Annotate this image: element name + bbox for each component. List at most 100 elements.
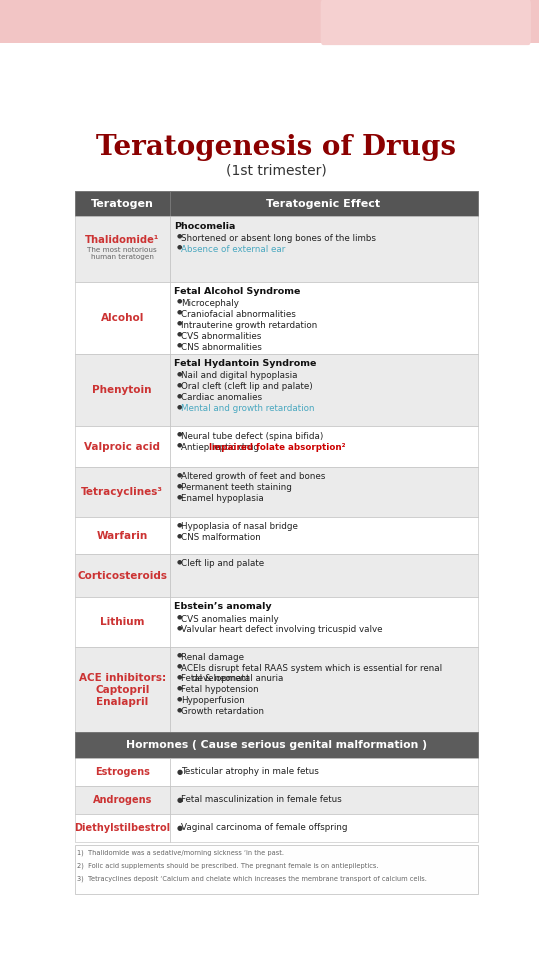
Text: CVS abnormalities: CVS abnormalities (181, 332, 261, 341)
Text: CNS abnormalities: CNS abnormalities (181, 343, 262, 351)
Bar (75, 517, 170, 554)
Bar (75, 426, 170, 468)
Text: ●: ● (176, 483, 182, 489)
Text: Microcephaly: Microcephaly (181, 299, 239, 308)
Text: ●: ● (176, 343, 182, 348)
Text: Intrauterine growth retardation: Intrauterine growth retardation (181, 321, 317, 330)
Text: ●: ● (176, 321, 182, 325)
Text: ●: ● (176, 310, 182, 315)
Text: Thalidomide¹: Thalidomide¹ (85, 235, 160, 245)
Text: Antiepileptic drug: Antiepileptic drug (181, 443, 262, 451)
Text: ●: ● (176, 534, 182, 539)
Bar (75, 281, 170, 354)
Text: Hypoperfusion: Hypoperfusion (181, 696, 245, 706)
Text: Hypoplasia of nasal bridge: Hypoplasia of nasal bridge (181, 522, 298, 532)
Text: Cleft lip and palate: Cleft lip and palate (181, 560, 264, 568)
Text: ●: ● (176, 663, 182, 668)
Text: Diethylstilbestrol: Diethylstilbestrol (74, 823, 170, 832)
Text: ●: ● (176, 626, 182, 631)
Text: Phocomelia: Phocomelia (174, 222, 235, 230)
Text: ACE inhibitors:
Captopril
Enalapril: ACE inhibitors: Captopril Enalapril (79, 673, 166, 707)
Text: Teratogen: Teratogen (91, 199, 154, 209)
Text: ●: ● (176, 382, 182, 387)
Text: ●: ● (176, 708, 182, 712)
Text: ●: ● (176, 472, 182, 477)
Text: ●: ● (176, 404, 182, 409)
Text: ●: ● (176, 685, 182, 690)
Text: Warfarin: Warfarin (96, 531, 148, 540)
Text: ●: ● (176, 494, 182, 499)
Text: Nail and digital hypoplasia: Nail and digital hypoplasia (181, 372, 298, 380)
Text: ●: ● (176, 234, 182, 239)
Text: Mental and growth retardation: Mental and growth retardation (181, 404, 315, 413)
Bar (170, 757, 478, 785)
Bar (75, 732, 478, 757)
Bar (170, 216, 478, 281)
Text: ACEIs disrupt fetal RAAS system which is essential for renal
    development: ACEIs disrupt fetal RAAS system which is… (181, 663, 443, 683)
Bar (170, 647, 478, 732)
Text: Androgens: Androgens (93, 795, 152, 804)
Bar (75, 216, 170, 281)
Bar (170, 597, 478, 647)
Text: The most notorious
human teratogen: The most notorious human teratogen (87, 240, 157, 260)
Text: ●: ● (176, 675, 182, 680)
Text: ●: ● (176, 614, 182, 619)
Text: Phenytoin: Phenytoin (93, 385, 152, 396)
Text: Teratogenesis of Drugs: Teratogenesis of Drugs (96, 133, 456, 160)
Text: ●: ● (176, 797, 182, 803)
Text: Ebstein’s anomaly: Ebstein’s anomaly (174, 602, 271, 612)
Bar (75, 468, 170, 517)
Bar (75, 785, 170, 814)
Text: ●: ● (176, 443, 182, 447)
Text: Permanent teeth staining: Permanent teeth staining (181, 483, 292, 492)
Text: ●: ● (176, 332, 182, 337)
Text: 2)  Folic acid supplements should be prescribed. The pregnant female is on antie: 2) Folic acid supplements should be pres… (77, 862, 378, 869)
Bar (75, 554, 170, 597)
Text: ●: ● (176, 560, 182, 564)
Text: Growth retardation: Growth retardation (181, 708, 264, 716)
Text: Shortened or absent long bones of the limbs: Shortened or absent long bones of the li… (181, 234, 376, 243)
Bar (170, 426, 478, 468)
Text: Oral cleft (cleft lip and palate): Oral cleft (cleft lip and palate) (181, 382, 313, 392)
Bar (170, 517, 478, 554)
Text: ●: ● (176, 522, 182, 527)
Text: Estrogens: Estrogens (95, 767, 150, 777)
Bar (75, 597, 170, 647)
Bar (170, 468, 478, 517)
Text: Alcohol: Alcohol (100, 313, 144, 323)
Bar (75, 354, 170, 426)
Text: Impaired folate absorption²: Impaired folate absorption² (209, 443, 345, 451)
Text: Renal damage: Renal damage (181, 653, 244, 661)
Bar (75, 191, 170, 216)
Text: Craniofacial abnormalities: Craniofacial abnormalities (181, 310, 296, 319)
Text: Valvular heart defect involving tricuspid valve: Valvular heart defect involving tricuspi… (181, 626, 383, 635)
Text: Corticosteroids: Corticosteroids (77, 571, 167, 581)
Text: Absence of external ear: Absence of external ear (181, 245, 286, 253)
Text: Lithium: Lithium (100, 617, 144, 627)
Text: Hormones ( Cause serious genital malformation ): Hormones ( Cause serious genital malform… (126, 740, 427, 750)
Text: Neural tube defect (spina bifida): Neural tube defect (spina bifida) (181, 432, 323, 441)
Text: Teratogenic Effect: Teratogenic Effect (266, 199, 381, 209)
Text: Fetal masculinization in female fetus: Fetal masculinization in female fetus (181, 795, 342, 804)
Text: Fetal hypotension: Fetal hypotension (181, 685, 259, 694)
Text: Tetracyclines³: Tetracyclines³ (81, 487, 163, 497)
Text: ●: ● (176, 372, 182, 376)
Text: ●: ● (176, 432, 182, 437)
Text: Fetal Hydantoin Syndrome: Fetal Hydantoin Syndrome (174, 359, 316, 368)
Text: Cardiac anomalies: Cardiac anomalies (181, 394, 262, 402)
Text: Valproic acid: Valproic acid (84, 442, 160, 452)
Text: ●: ● (176, 825, 182, 830)
Bar (170, 785, 478, 814)
Text: Fetal Alcohol Syndrome: Fetal Alcohol Syndrome (174, 287, 300, 296)
Text: Fetal & neonatal anuria: Fetal & neonatal anuria (181, 675, 284, 684)
Bar (170, 354, 478, 426)
Text: ●: ● (176, 245, 182, 250)
Text: 1)  Thalidomide was a sedative/morning sickness ‘in the past.: 1) Thalidomide was a sedative/morning si… (77, 850, 284, 855)
Text: ●: ● (176, 394, 182, 398)
Text: Testicular atrophy in male fetus: Testicular atrophy in male fetus (181, 767, 319, 776)
Text: (1st trimester): (1st trimester) (226, 163, 327, 178)
Text: ●: ● (176, 299, 182, 304)
Bar (170, 281, 478, 354)
Bar (170, 191, 478, 216)
Text: CNS malformation: CNS malformation (181, 534, 261, 542)
